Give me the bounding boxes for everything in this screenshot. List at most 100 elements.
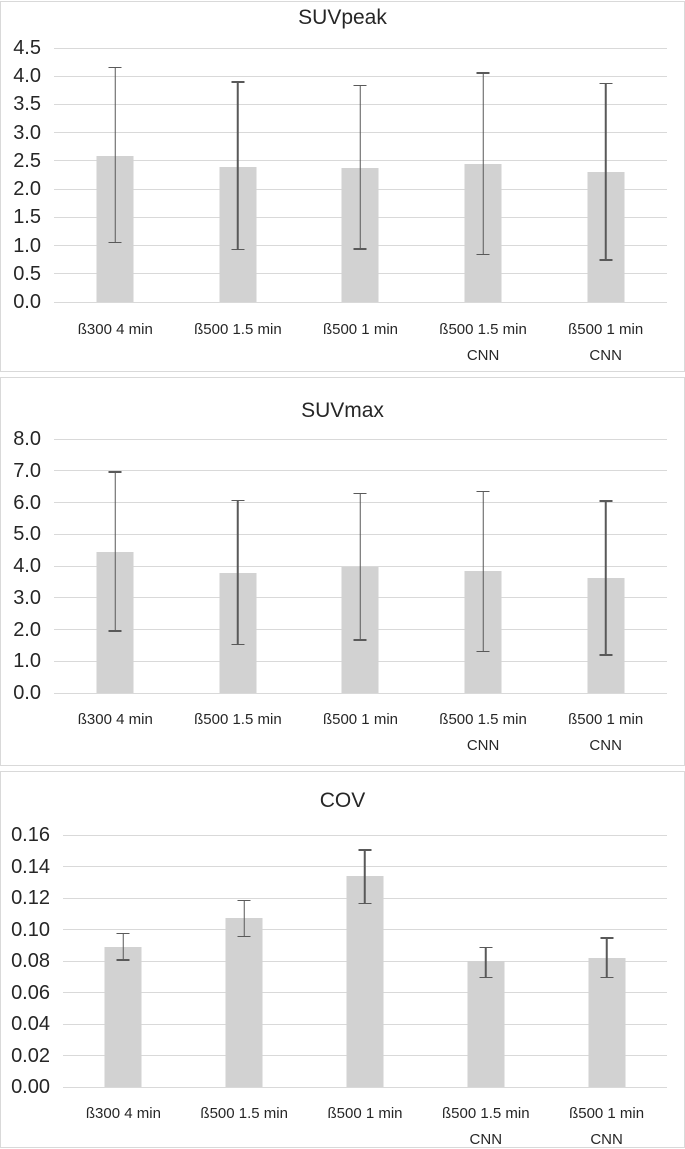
x-category-label-line: CNN [589,347,622,364]
x-category-label-line: ß500 1.5 min [439,711,527,728]
x-category-label-line: ß300 4 min [77,711,153,728]
x-axis: ß300 4 min ß500 1.5 min ß500 1 min ß500 1.5… [1,707,667,759]
error-bar [108,66,122,244]
y-tick-label: 4.5 [13,37,41,59]
bar [104,946,142,1087]
error-bar-line [604,82,607,261]
error-bar-line [243,899,245,938]
bar-slot [544,439,667,693]
y-tick-label: 3.5 [13,93,41,116]
plot-area [54,47,667,303]
y-tick-label: 2.0 [13,178,41,201]
gridline [54,47,667,49]
gridline [54,301,667,303]
y-tick-label: 5.0 [13,523,41,546]
bar-slot [184,835,305,1087]
x-category-label-line: ß500 1 min [322,711,398,728]
error-bar [600,937,614,979]
error-bar-line [485,946,487,979]
bar [346,875,384,1087]
y-tick-label: 0.16 [11,824,50,846]
x-category-label-line: CNN [590,1131,623,1148]
error-bar-line [114,471,117,632]
error-bar [237,899,251,938]
bar-series [54,48,667,302]
chart-canvas: 0.0 1.0 2.0 3.0 4.0 5.0 6.0 7.0 8.0 ß300 4 min ß50… [1,429,684,759]
error-bar-cap-top [358,849,372,851]
bar-slot [422,439,545,693]
y-tick-label: 4.0 [13,65,41,88]
x-category-label-line: ß500 1.5 min [194,711,282,728]
x-category-label-line: CNN [466,737,500,754]
x-category-label-line: CNN [466,347,500,364]
y-tick-label: 0.06 [11,981,50,1004]
bar-slot [305,835,426,1087]
x-category-label: ß500 1 min CNN [546,1101,667,1148]
y-tick-label: 6.0 [13,491,41,514]
plot-area [63,834,667,1088]
error-bar-cap-bottom [476,650,490,653]
y-tick-label: 0.04 [11,1013,50,1035]
error-bar [231,81,245,251]
bar-slot [54,48,177,302]
y-tick-label: 1.5 [13,206,41,229]
bar [588,957,626,1087]
error-bar-cap-bottom [231,643,245,646]
error-bar [476,72,490,256]
error-bar-cap-top [479,946,493,949]
y-tick-label: 0.5 [13,262,41,285]
x-category-label-line: ß500 1 min [568,711,644,728]
x-category-label: ß500 1 min CNN [544,707,667,759]
error-bar-line [604,500,607,656]
y-axis-spacer [1,317,54,369]
error-bar-cap-bottom [476,253,490,256]
y-tick-label: 3.0 [13,586,41,609]
error-bar [358,849,372,905]
gridline [63,834,667,836]
gridline [54,75,667,77]
y-tick-label: 2.5 [13,149,41,172]
x-category-label: ß500 1.5 min [177,707,300,759]
error-bar-cap-top [476,490,490,493]
error-bar-cap-top [353,84,367,87]
chart-canvas: 0.00 0.02 0.04 0.06 0.08 0.10 0.12 0.14 0.16 ß300… [1,825,684,1148]
bar-slot [425,835,546,1087]
chart-area: 0.0 1.0 2.0 3.0 4.0 5.0 6.0 7.0 8.0 [1,429,667,703]
x-category-label-line: ß300 4 min [85,1105,161,1122]
error-bar-cap-top [231,499,245,502]
x-category-label: ß300 4 min [54,317,177,369]
x-category-label: ß500 1.5 min [177,317,300,369]
error-bar-cap-top [108,66,122,69]
error-bar-line [114,66,117,244]
x-category-label-line: ß500 1.5 min [194,321,282,338]
error-bar-cap-top [599,500,613,502]
y-tick-label: 2.0 [13,618,41,641]
error-bar [108,471,122,632]
gridline [63,1086,667,1088]
error-bar-line [237,81,239,251]
y-tick-label: 0.12 [11,887,50,909]
y-tick-label: 3.0 [13,121,41,144]
bar-slot [177,48,300,302]
bar-slot [544,48,667,302]
x-category-label-line: ß500 1.5 min [439,321,527,338]
error-bar-cap-top [600,937,614,939]
chart-title: SUVmax [301,399,384,422]
error-bar-cap-bottom [108,630,122,632]
y-tick-label: 0.00 [11,1076,50,1098]
error-bar [231,499,245,646]
bar-slot [422,48,545,302]
bar-slot [299,48,422,302]
x-category-label-line: ß500 1 min [327,1105,403,1122]
error-bar-cap-bottom [237,935,251,938]
error-bar-cap-top [353,492,367,495]
chart-area: 0.00 0.02 0.04 0.06 0.08 0.10 0.12 0.14 0.16 [1,825,667,1097]
y-tick-label: 0.0 [13,291,41,313]
y-axis: 0.0 0.5 1.0 1.5 2.0 2.5 3.0 3.5 4.0 4.5 [1,38,54,312]
chart-panel-suvpeak: SUVpeak 0.0 0.5 1.0 1.5 2.0 2.5 3.0 3.5 4.0 4.5 ß3… [0,1,685,372]
error-bar-line [237,499,239,646]
error-bar [599,82,613,261]
chart-title: COV [319,789,366,812]
x-category-label: ß300 4 min [63,1101,184,1147]
error-bar-cap-bottom [479,976,493,979]
